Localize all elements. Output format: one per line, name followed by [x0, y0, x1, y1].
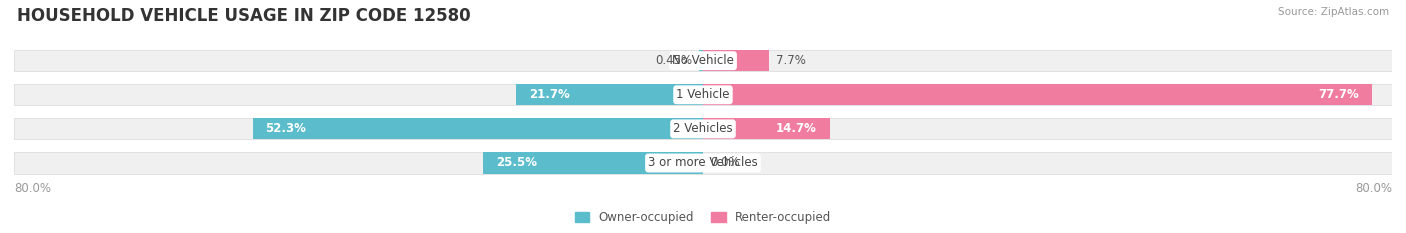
Text: 21.7%: 21.7% [529, 88, 569, 101]
Text: 80.0%: 80.0% [1355, 182, 1392, 195]
Bar [703, 84, 1372, 105]
Text: 14.7%: 14.7% [776, 122, 817, 135]
Legend: Owner-occupied, Renter-occupied: Owner-occupied, Renter-occupied [569, 206, 837, 229]
Text: 80.0%: 80.0% [14, 182, 51, 195]
Text: 0.0%: 0.0% [710, 157, 740, 169]
Text: 52.3%: 52.3% [266, 122, 307, 135]
Bar [14, 118, 1392, 140]
Text: 3 or more Vehicles: 3 or more Vehicles [648, 157, 758, 169]
Text: 1 Vehicle: 1 Vehicle [676, 88, 730, 101]
Bar [253, 118, 703, 140]
Text: 2 Vehicles: 2 Vehicles [673, 122, 733, 135]
Bar [703, 50, 769, 71]
Text: 25.5%: 25.5% [496, 157, 537, 169]
Bar [699, 50, 703, 71]
Text: 0.45%: 0.45% [655, 54, 692, 67]
Bar [484, 152, 703, 174]
Bar [14, 50, 1392, 71]
Text: 7.7%: 7.7% [776, 54, 806, 67]
Bar [516, 84, 703, 105]
Text: Source: ZipAtlas.com: Source: ZipAtlas.com [1278, 7, 1389, 17]
Text: No Vehicle: No Vehicle [672, 54, 734, 67]
Text: 77.7%: 77.7% [1319, 88, 1360, 101]
Text: HOUSEHOLD VEHICLE USAGE IN ZIP CODE 12580: HOUSEHOLD VEHICLE USAGE IN ZIP CODE 1258… [17, 7, 471, 25]
Bar [14, 84, 1392, 105]
Bar [703, 118, 830, 140]
Bar [14, 152, 1392, 174]
